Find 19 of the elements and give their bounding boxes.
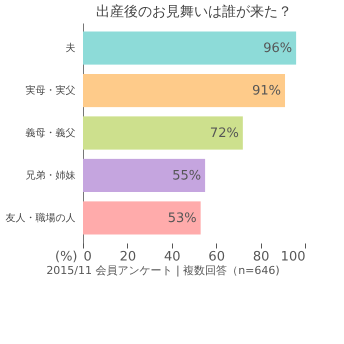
x-tick-label: 0 [84,250,92,264]
data-label: 53% [168,210,197,226]
data-label: 96% [263,41,292,56]
x-tick-label: 60 [208,250,225,264]
y-tick-label: 夫 [66,42,76,54]
data-label: 72% [210,126,239,141]
y-tick-label: 友人・職場の人 [6,212,76,224]
chart-title: 出産後のお見舞いは誰が来た？ [96,4,292,20]
text: 2015/11 会員アンケート | 複数回答（n=646) [46,264,280,277]
y-tick-label: 実母・実父 [26,84,76,97]
x-tick-label: 80 [252,250,270,264]
x-tick-label: 20 [120,250,136,264]
y-tick-label: 兄弟・姉妹 [26,169,76,182]
y-tick-label: 義母・義父 [26,127,76,139]
x-tick-label: 40 [164,250,181,264]
data-label: 55% [172,168,202,184]
data-label: 91% [252,84,282,99]
x-axis-title: (%) [55,250,78,264]
x-tick-label: 100 [280,250,306,264]
